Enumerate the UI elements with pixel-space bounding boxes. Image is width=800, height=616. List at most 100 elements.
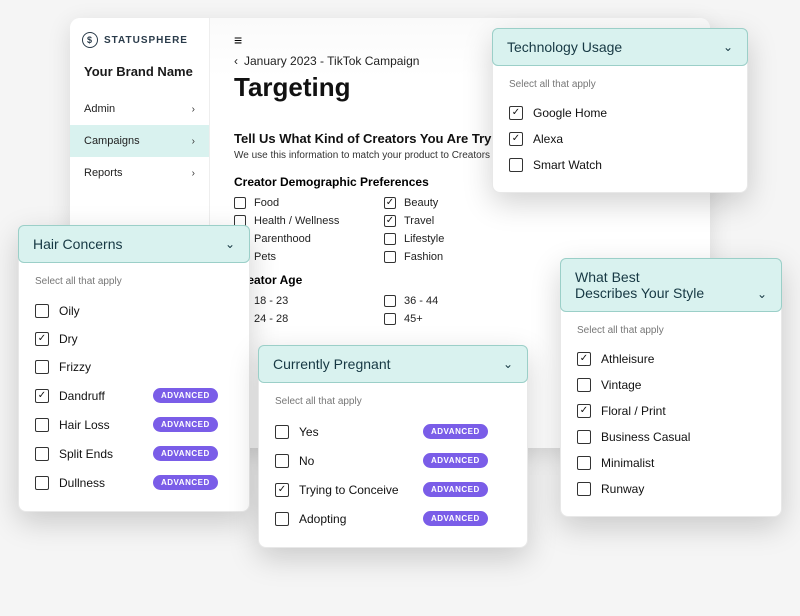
chevron-down-icon: ⌄ <box>757 287 767 301</box>
checkbox-option[interactable]: Health / Wellness <box>234 215 384 227</box>
chevron-left-icon: ‹ <box>234 54 238 68</box>
checkbox-option[interactable]: Alexa <box>509 126 731 152</box>
checkbox-icon <box>35 389 49 403</box>
panel-hair: Hair Concerns ⌄ Select all that apply Oi… <box>18 225 250 512</box>
sidebar-item[interactable]: Admin › <box>70 93 209 125</box>
option-label: Athleisure <box>601 352 654 366</box>
checkbox-option[interactable]: Food <box>234 197 384 209</box>
panel-technology: Technology Usage ⌄ Select all that apply… <box>492 28 748 193</box>
checkbox-option[interactable]: DullnessADVANCED <box>35 468 233 497</box>
advanced-badge: ADVANCED <box>153 388 218 403</box>
chevron-right-icon: › <box>192 168 195 179</box>
checkbox-option[interactable]: Travel <box>384 215 534 227</box>
checkbox-icon <box>384 295 396 307</box>
checkbox-option[interactable]: Minimalist <box>577 450 765 476</box>
checkbox-option[interactable]: Smart Watch <box>509 152 731 178</box>
checkbox-option[interactable]: Adopting ADVANCED <box>275 504 511 533</box>
checkbox-option[interactable]: Runway <box>577 476 765 502</box>
checkbox-icon <box>384 313 396 325</box>
checkbox-option[interactable]: 45+ <box>384 313 534 325</box>
advanced-badge: ADVANCED <box>153 417 218 432</box>
checkbox-option[interactable]: Pets <box>234 251 384 263</box>
checkbox-icon <box>35 360 49 374</box>
option-label: Dry <box>59 332 139 346</box>
panel-header[interactable]: What Best Describes Your Style ⌄ <box>560 258 782 312</box>
option-label: Travel <box>404 215 434 227</box>
checkbox-icon <box>577 456 591 470</box>
option-label: Frizzy <box>59 360 139 374</box>
panel-header[interactable]: Currently Pregnant ⌄ <box>258 345 528 383</box>
checkbox-option[interactable]: Dry <box>35 325 233 353</box>
option-label: Hair Loss <box>59 418 139 432</box>
option-label: 45+ <box>404 313 423 325</box>
preg-options: YesADVANCEDNoADVANCEDTrying to ConceiveA… <box>275 417 511 533</box>
nav-label: Campaigns <box>84 135 140 147</box>
chevron-right-icon: › <box>192 136 195 147</box>
advanced-badge: ADVANCED <box>153 446 218 461</box>
apply-text: Select all that apply <box>35 276 233 287</box>
option-label: 18 - 23 <box>254 295 288 307</box>
option-label: Google Home <box>533 106 607 120</box>
checkbox-option[interactable]: Athleisure <box>577 346 765 372</box>
option-label: Minimalist <box>601 456 654 470</box>
option-label: Dandruff <box>59 389 139 403</box>
checkbox-option[interactable]: 36 - 44 <box>384 295 534 307</box>
hair-options: Oily Dry Frizzy Dandruff ADVANCED Hair Loss AD… <box>35 297 233 497</box>
advanced-badge: ADVANCED <box>423 424 488 439</box>
chevron-down-icon: ⌄ <box>225 237 235 251</box>
checkbox-icon <box>384 251 396 263</box>
panel-title: What Best Describes Your Style <box>575 269 704 301</box>
checkbox-icon <box>577 378 591 392</box>
checkbox-option[interactable]: Parenthood <box>234 233 384 245</box>
panel-title: Technology Usage <box>507 39 622 55</box>
checkbox-option[interactable]: Yes ADVANCED <box>275 417 511 446</box>
panel-header[interactable]: Technology Usage ⌄ <box>492 28 748 66</box>
checkbox-option[interactable]: 24 - 28 <box>234 313 384 325</box>
checkbox-option[interactable]: Trying to ConceiveADVANCED <box>275 475 511 504</box>
checkbox-option[interactable]: Floral / Print <box>577 398 765 424</box>
chevron-right-icon: › <box>192 104 195 115</box>
sidebar-item[interactable]: Reports› <box>70 157 209 189</box>
logo-mark-icon: $ <box>82 32 98 48</box>
checkbox-option[interactable]: Oily <box>35 297 233 325</box>
option-label: Adopting <box>299 512 409 526</box>
checkbox-option[interactable]: Lifestyle <box>384 233 534 245</box>
checkbox-icon <box>577 482 591 496</box>
checkbox-icon <box>275 425 289 439</box>
checkbox-option[interactable]: Frizzy <box>35 353 233 381</box>
option-label: Parenthood <box>254 233 311 245</box>
checkbox-icon <box>275 454 289 468</box>
checkbox-option[interactable]: Vintage <box>577 372 765 398</box>
sidebar-item[interactable]: Campaigns › <box>70 125 209 157</box>
option-label: Business Casual <box>601 430 690 444</box>
checkbox-option[interactable]: Google Home <box>509 100 731 126</box>
apply-text: Select all that apply <box>577 325 765 336</box>
panel-style: What Best Describes Your Style ⌄ Select … <box>560 258 782 517</box>
advanced-badge: ADVANCED <box>423 511 488 526</box>
checkbox-icon <box>509 106 523 120</box>
checkbox-icon <box>35 447 49 461</box>
checkbox-option[interactable]: Dandruff ADVANCED <box>35 381 233 410</box>
checkbox-icon <box>384 233 396 245</box>
style-options: Athleisure VintageFloral / Print Business … <box>577 346 765 502</box>
checkbox-option[interactable]: Split EndsADVANCED <box>35 439 233 468</box>
option-label: Yes <box>299 425 409 439</box>
apply-text: Select all that apply <box>275 396 511 407</box>
checkbox-option[interactable]: Business Casual <box>577 424 765 450</box>
panel-header[interactable]: Hair Concerns ⌄ <box>18 225 250 263</box>
checkbox-option[interactable]: Hair Loss ADVANCED <box>35 410 233 439</box>
checkbox-option[interactable]: Beauty <box>384 197 534 209</box>
checkbox-option[interactable]: 18 - 23 <box>234 295 384 307</box>
option-label: Fashion <box>404 251 443 263</box>
checkbox-option[interactable]: NoADVANCED <box>275 446 511 475</box>
panel-title: Hair Concerns <box>33 236 122 252</box>
option-label: Health / Wellness <box>254 215 339 227</box>
checkbox-icon <box>234 197 246 209</box>
checkbox-icon <box>577 404 591 418</box>
checkbox-option[interactable]: Fashion <box>384 251 534 263</box>
checkbox-icon <box>384 215 396 227</box>
breadcrumb-label: January 2023 - TikTok Campaign <box>244 54 419 68</box>
option-label: Lifestyle <box>404 233 444 245</box>
nav-label: Admin <box>84 103 115 115</box>
option-label: No <box>299 454 409 468</box>
